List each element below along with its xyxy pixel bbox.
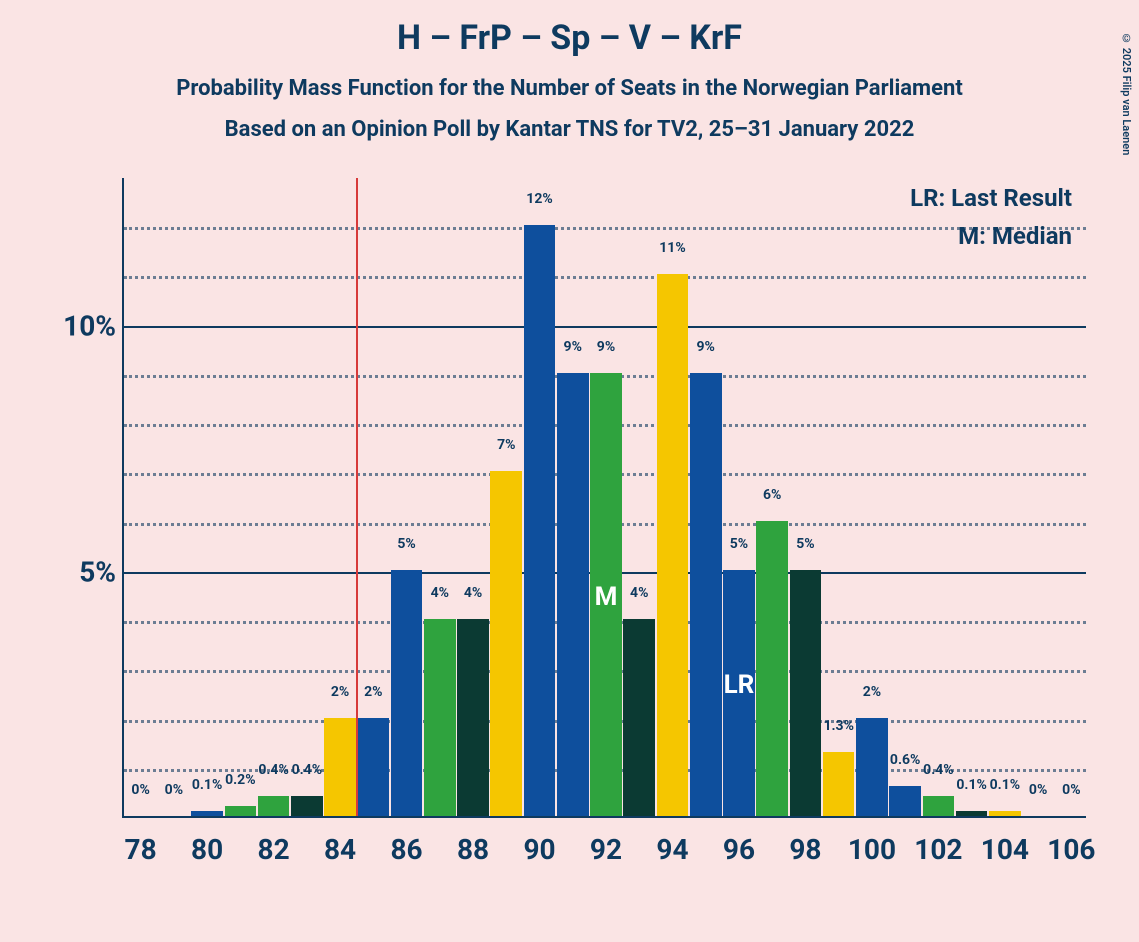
bar — [989, 811, 1021, 816]
plot-area: LR: Last Result M: Median 5%10%788082848… — [122, 178, 1086, 818]
chart-container: LR: Last Result M: Median 5% 10% 78 80 82 84 8… — [34, 178, 1109, 878]
legend: LR: Last Result M: Median — [910, 184, 1072, 260]
x-axis-label: 96 — [723, 833, 755, 866]
x-axis-label: 106 — [1047, 833, 1095, 866]
x-axis-label: 100 — [848, 833, 896, 866]
x-axis-label: 94 — [656, 833, 688, 866]
x-axis-label: 80 — [191, 833, 223, 866]
bar — [258, 796, 290, 816]
bar — [690, 373, 722, 816]
bar — [391, 570, 423, 816]
x-axis-label: 78 — [125, 833, 157, 866]
bar — [557, 373, 589, 816]
bar — [623, 619, 655, 816]
x-axis-label: 92 — [590, 833, 622, 866]
x-axis-label: 82 — [258, 833, 290, 866]
legend-m: M: Median — [910, 222, 1072, 250]
y-axis-label: 5% — [36, 555, 116, 588]
bar-value-label: 9% — [576, 339, 636, 355]
bar — [424, 619, 456, 816]
x-axis-label: 88 — [457, 833, 489, 866]
x-axis-label: 90 — [523, 833, 555, 866]
bar-value-label: 5% — [775, 536, 835, 552]
bar-value-label: 0% — [1041, 782, 1101, 798]
bar — [823, 752, 855, 816]
bar-value-label: 12% — [510, 191, 570, 207]
bar-value-label: 0.4% — [908, 762, 968, 778]
bar-value-label: 11% — [642, 240, 702, 256]
x-axis-label: 104 — [981, 833, 1029, 866]
bar — [358, 718, 390, 816]
bar — [225, 806, 257, 816]
y-axis-label: 10% — [36, 309, 116, 342]
chart-subtitle-2: Based on an Opinion Poll by Kantar TNS f… — [0, 117, 1139, 142]
bar-value-label: 9% — [676, 339, 736, 355]
x-axis-label: 102 — [914, 833, 962, 866]
bar — [956, 811, 988, 816]
gridline-minor — [124, 227, 1086, 230]
bar-value-label: 6% — [742, 487, 802, 503]
bar — [291, 796, 323, 816]
bar — [457, 619, 489, 816]
x-axis-label: 98 — [789, 833, 821, 866]
gridline-major — [124, 326, 1086, 328]
bar — [657, 274, 689, 816]
bar — [490, 471, 522, 816]
x-axis-label: 86 — [390, 833, 422, 866]
bar-value-label: 5% — [377, 536, 437, 552]
bar — [191, 811, 223, 816]
chart-titles: H – FrP – Sp – V – KrF Probability Mass … — [0, 18, 1139, 142]
gridline-minor — [124, 276, 1086, 279]
bar — [756, 521, 788, 816]
chart-title: H – FrP – Sp – V – KrF — [0, 18, 1139, 58]
chart-subtitle-1: Probability Mass Function for the Number… — [0, 76, 1139, 101]
bar — [324, 718, 356, 816]
bar — [790, 570, 822, 816]
bar — [524, 225, 556, 816]
copyright-text: © 2025 Filip van Laenen — [1120, 32, 1133, 155]
bar — [723, 570, 755, 816]
legend-lr: LR: Last Result — [910, 184, 1072, 212]
bar — [923, 796, 955, 816]
bar-value-label: 2% — [842, 684, 902, 700]
x-axis-label: 84 — [324, 833, 356, 866]
bar — [889, 786, 921, 816]
